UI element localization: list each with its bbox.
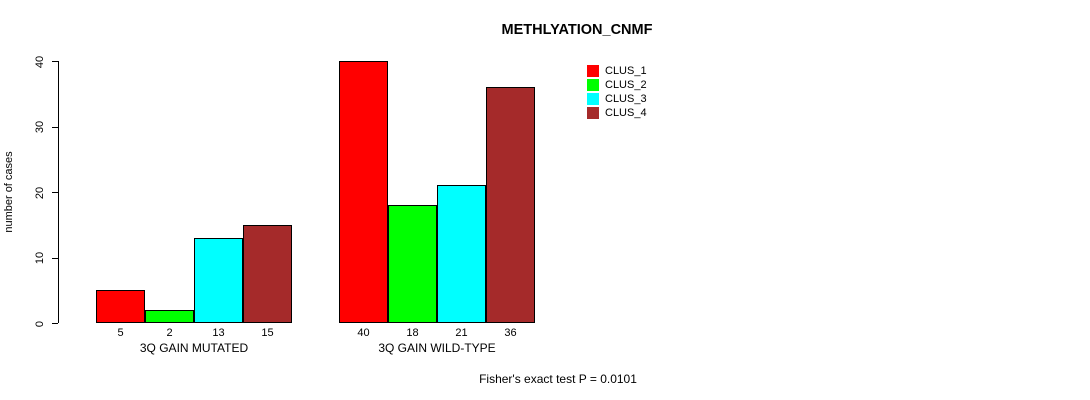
legend-item-clus_4: CLUS_4 [587,106,647,119]
y-axis-tick-label: 10 [34,251,46,265]
legend-item-clus_2: CLUS_2 [587,78,647,91]
legend-label: CLUS_1 [605,64,647,77]
bar-value-label: 21 [455,327,468,339]
bar-value-label: 5 [117,327,124,339]
bar-clus_2-group2 [388,205,437,323]
legend-swatch-icon [587,92,599,105]
y-axis-tick [52,323,58,324]
chart-title: METHLYATION_CNMF [501,22,653,38]
bar-clus_4-group2 [486,87,535,323]
bar-clus_4-group1 [243,225,292,323]
legend: CLUS_1 CLUS_2 CLUS_3 CLUS_4 [587,64,647,119]
legend-swatch-icon [587,78,599,91]
bar-value-label: 40 [357,327,370,339]
bar-clus_1-group2 [339,61,388,323]
bar-value-label: 2 [166,327,173,339]
y-axis-line [58,61,59,323]
legend-label: CLUS_4 [605,106,647,119]
footer-annotation: Fisher's exact test P = 0.0101 [479,372,637,386]
y-axis-tick [52,126,58,128]
y-axis-tick-label: 0 [34,320,46,327]
bar-clus_3-group1 [194,238,243,323]
y-axis-title: number of cases [3,151,15,233]
legend-swatch-icon [587,64,599,77]
y-axis-tick [52,192,58,193]
bar-clus_2-group1 [145,310,194,323]
y-axis-tick-label: 40 [34,55,46,68]
bar-value-label: 36 [504,327,517,339]
y-axis-tick-label: 30 [34,120,46,134]
bar-value-label: 18 [406,327,419,339]
y-axis-tick [52,257,58,259]
legend-label: CLUS_2 [605,78,647,91]
x-group-label: 3Q GAIN WILD-TYPE [378,341,496,355]
x-group-label: 3Q GAIN MUTATED [139,341,249,355]
bar-value-label: 13 [212,327,225,339]
y-axis-tick [52,61,58,62]
bar-clus_3-group2 [437,185,486,323]
legend-item-clus_3: CLUS_3 [587,92,647,105]
legend-swatch-icon [587,106,599,119]
legend-label: CLUS_3 [605,92,647,105]
legend-item-clus_1: CLUS_1 [587,64,647,77]
bar-clus_1-group1 [96,290,145,323]
bar-value-label: 15 [261,327,274,339]
y-axis-tick-label: 20 [34,186,46,199]
